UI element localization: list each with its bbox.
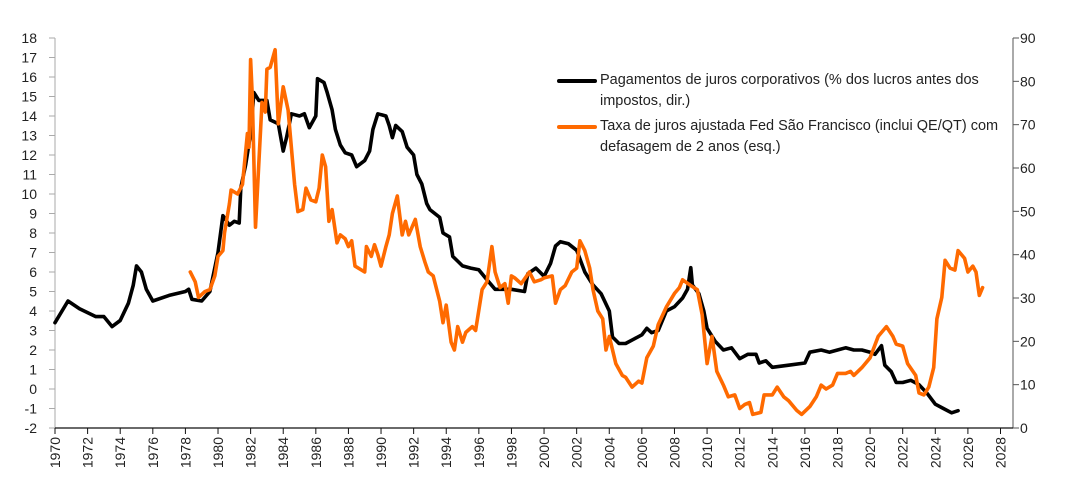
legend-item-interest-payments: Pagamentos de juros corporativos (% dos … xyxy=(557,70,1007,112)
x-axis-tick-label: 1980 xyxy=(210,437,226,468)
left-axis-tick-label: 14 xyxy=(21,108,37,124)
x-axis-tick-label: 2012 xyxy=(732,437,748,468)
x-axis-tick-label: 1994 xyxy=(438,437,454,468)
x-axis-tick-label: 2020 xyxy=(862,437,878,468)
left-axis-tick-label: 4 xyxy=(29,303,37,319)
x-axis-tick-label: 2000 xyxy=(536,437,552,468)
x-axis-tick-label: 1978 xyxy=(177,437,193,468)
x-axis-tick-label: 2014 xyxy=(764,437,780,468)
right-axis-tick-label: 70 xyxy=(1020,117,1036,133)
legend: Pagamentos de juros corporativos (% dos … xyxy=(557,70,1007,162)
right-axis-tick-label: 0 xyxy=(1020,420,1028,436)
x-axis-tick-label: 2010 xyxy=(699,437,715,468)
x-axis-tick-label: 1988 xyxy=(340,437,356,468)
legend-label: Taxa de juros ajustada Fed São Francisco… xyxy=(600,118,999,155)
x-axis-tick-label: 1974 xyxy=(112,437,128,468)
series-lines xyxy=(53,47,985,417)
left-axis-tick-label: -1 xyxy=(25,401,38,417)
x-axis-tick-label: 1990 xyxy=(373,437,389,468)
x-axis-tick-label: 1984 xyxy=(275,437,291,468)
left-axis-tick-label: 15 xyxy=(21,89,37,105)
x-axis-tick-label: 1986 xyxy=(308,437,324,468)
left-axis-tick-label: 3 xyxy=(29,323,37,339)
x-axis-tick-label: 2022 xyxy=(895,437,911,468)
right-axis-tick-label: 90 xyxy=(1020,30,1036,46)
right-axis-tick-label: 30 xyxy=(1020,290,1036,306)
legend-item-fed-rate: Taxa de juros ajustada Fed São Francisco… xyxy=(557,116,1007,158)
left-axis-tick-label: 7 xyxy=(29,245,37,261)
left-axis-tick-label: 11 xyxy=(22,167,37,183)
series-line-fed-rate xyxy=(188,47,985,417)
x-axis-tick-label: 2024 xyxy=(927,437,943,468)
right-axis-tick-label: 80 xyxy=(1020,73,1036,89)
right-axis-tick-label: 10 xyxy=(1020,377,1036,393)
x-axis-tick-label: 1982 xyxy=(243,437,259,468)
legend-swatch-orange xyxy=(557,125,597,129)
x-axis-tick-label: 1976 xyxy=(145,437,161,468)
left-axis-tick-label: 13 xyxy=(21,128,37,144)
left-axis-tick-label: -2 xyxy=(25,420,38,436)
x-axis-tick-label: 1992 xyxy=(406,437,422,468)
left-axis-tick-label: 2 xyxy=(29,342,37,358)
x-axis-tick-label: 1996 xyxy=(471,437,487,468)
right-axis-tick-label: 60 xyxy=(1020,160,1036,176)
left-axis-tick-label: 16 xyxy=(21,69,37,85)
left-axis-tick-label: 8 xyxy=(29,225,37,241)
left-axis-tick-label: 17 xyxy=(21,50,37,66)
x-axis-tick-label: 2028 xyxy=(993,437,1009,468)
x-axis-tick-label: 1970 xyxy=(47,437,63,468)
left-axis-tick-label: 9 xyxy=(29,206,37,222)
left-axis-tick-label: 18 xyxy=(21,30,37,46)
right-axis-tick-label: 50 xyxy=(1020,203,1036,219)
legend-swatch-black xyxy=(557,79,597,83)
axes: 1817161514131211109876543210-1-290807060… xyxy=(21,30,1035,468)
x-axis-tick-label: 2004 xyxy=(601,437,617,468)
left-axis-tick-label: 10 xyxy=(21,186,37,202)
x-axis-tick-label: 2026 xyxy=(960,437,976,468)
x-axis-tick-label: 2018 xyxy=(829,437,845,468)
legend-label: Pagamentos de juros corporativos (% dos … xyxy=(600,72,979,109)
x-axis-tick-label: 2002 xyxy=(569,437,585,468)
right-axis-tick-label: 20 xyxy=(1020,333,1036,349)
x-axis-tick-label: 2006 xyxy=(634,437,650,468)
left-axis-tick-label: 0 xyxy=(29,381,37,397)
left-axis-tick-label: 1 xyxy=(29,362,37,378)
x-axis-tick-label: 1998 xyxy=(503,437,519,468)
series-line-interest-payments xyxy=(53,76,960,415)
x-axis-tick-label: 2008 xyxy=(666,437,682,468)
left-axis-tick-label: 5 xyxy=(29,284,37,300)
x-axis-tick-label: 1972 xyxy=(80,437,96,468)
left-axis-tick-label: 12 xyxy=(21,147,37,163)
x-axis-tick-label: 2016 xyxy=(797,437,813,468)
left-axis-tick-label: 6 xyxy=(29,264,37,280)
right-axis-tick-label: 40 xyxy=(1020,247,1036,263)
